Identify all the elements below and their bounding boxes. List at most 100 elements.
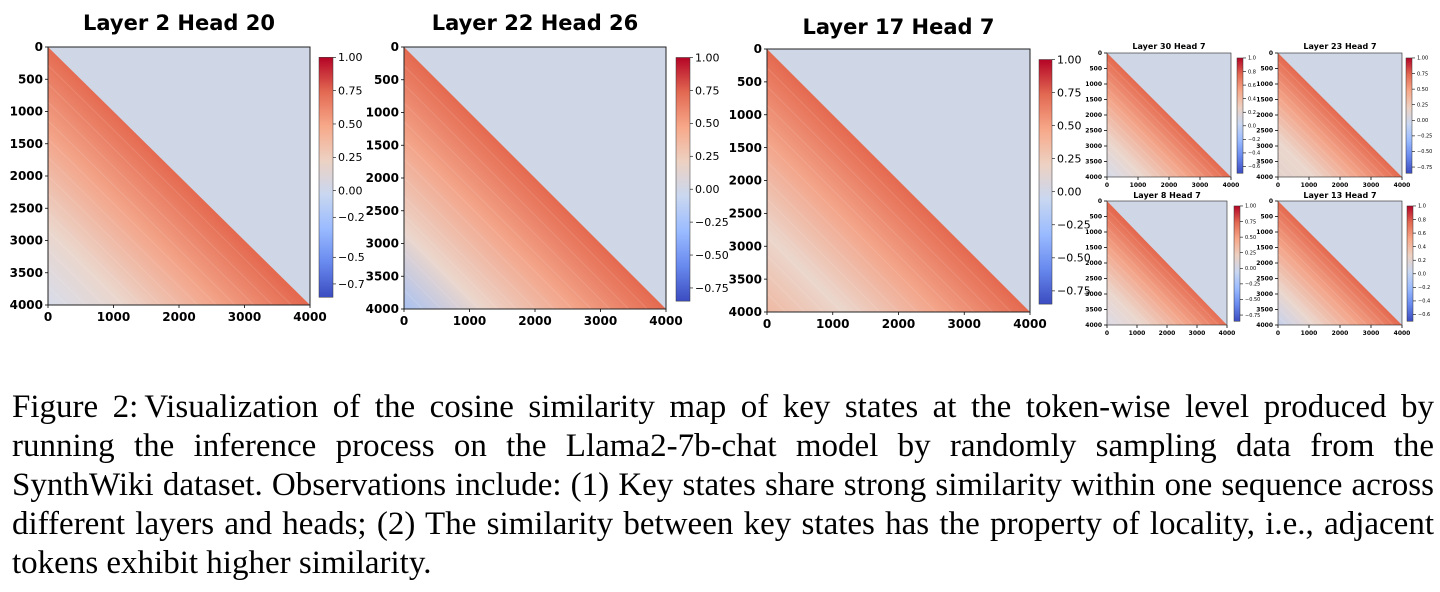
colorbar-tick-label: 0.0	[1248, 124, 1256, 130]
y-tick-label: 500	[1089, 214, 1102, 221]
heatmap-stripe	[1106, 227, 1202, 326]
y-tick-label: 3000	[729, 239, 762, 253]
heatmap-stripe	[47, 83, 273, 306]
y-tick-label: 4000	[10, 298, 43, 312]
colorbar-tick-label: 0.00	[1417, 118, 1428, 124]
heatmap-panel	[1106, 200, 1228, 326]
heatmap-stripe	[47, 120, 236, 306]
y-tick-label: 2000	[1256, 112, 1273, 119]
colorbar-tick-label: 0.0	[1418, 272, 1426, 278]
y-tick-label: 0	[1269, 50, 1273, 57]
x-tick-label: 0	[1276, 182, 1280, 189]
heatmap-stripe	[403, 84, 629, 310]
heatmap-stripe	[47, 194, 161, 306]
y-tick-label: 1500	[10, 137, 43, 151]
x-tick-label: 4000	[1394, 182, 1411, 189]
heatmap-stripe	[403, 121, 592, 310]
heatmap-stripe	[1106, 262, 1168, 326]
heatmap-stripe	[1277, 141, 1314, 178]
heatmap-stripe	[1277, 88, 1367, 178]
heatmap-stripe	[403, 196, 517, 310]
panel-title: Layer 17 Head 7	[803, 15, 995, 39]
colorbar-tick-label: 0.50	[1245, 235, 1256, 241]
x-tick-label: 1000	[97, 310, 130, 324]
x-tick-label: 3000	[1192, 182, 1209, 189]
x-tick-label: 2000	[1159, 330, 1176, 337]
heatmap-lower-triangle	[1278, 201, 1402, 325]
heatmap-stripe	[403, 177, 536, 310]
y-tick-label: 500	[1260, 214, 1273, 221]
colorbar-tick-label: 0.25	[1245, 250, 1256, 256]
x-tick-label: 4000	[1223, 182, 1240, 189]
heatmap-panel	[403, 46, 667, 310]
heatmap-stripe	[403, 289, 424, 310]
heatmap-stripe	[403, 215, 498, 310]
colorbar-tick-label: −0.25	[695, 216, 729, 229]
colorbar-tick-label: 0.2	[1418, 258, 1426, 264]
y-tick-label: 4000	[729, 305, 762, 319]
heatmap-stripe	[1106, 88, 1196, 178]
y-tick-label: 500	[737, 75, 762, 89]
y-tick-label: 3000	[1256, 143, 1273, 150]
colorbar-tick-label: −0.50	[1057, 252, 1091, 265]
heatmap-stripe	[1277, 123, 1332, 178]
y-tick-label: 0	[754, 42, 762, 56]
x-tick-label: 0	[400, 314, 408, 328]
y-tick-label: 500	[1260, 66, 1273, 73]
colorbar-tick-label: −0.50	[1245, 297, 1260, 303]
y-tick-label: 3000	[366, 237, 399, 251]
colorbar-tick-label: 0.8	[1418, 217, 1426, 223]
y-tick-label: 1000	[10, 105, 43, 119]
x-tick-label: 2000	[162, 310, 195, 324]
heatmap-stripe	[1277, 253, 1350, 326]
heatmap-stripe	[1106, 61, 1223, 178]
panel-title: Layer 22 Head 26	[432, 11, 639, 35]
heatmap-stripe	[47, 157, 199, 306]
colorbar-tick-label: 0.00	[1057, 186, 1082, 199]
y-tick-label: 500	[18, 72, 43, 86]
colorbar-tick-label: −0.75	[1245, 313, 1260, 319]
y-tick-label: 500	[374, 73, 399, 87]
colorbar-tick-label: 0.4	[1248, 96, 1256, 102]
y-tick-label: 4000	[1256, 322, 1273, 329]
x-tick-label: 1000	[453, 314, 486, 328]
heatmap-panel	[1106, 52, 1232, 178]
heatmap-grid-svg: Layer 2 Head 20 0 500 1000 1500 2000 2500 3000 3…	[10, 11, 1433, 337]
colorbar-tick-label: 1.0	[1248, 56, 1256, 62]
heatmap-stripe	[1106, 306, 1125, 326]
y-tick-label: 1000	[1085, 81, 1102, 88]
x-tick-label: 2000	[1332, 330, 1349, 337]
y-tick-label: 0	[1098, 198, 1102, 205]
colorbar-tick-label: 0.75	[338, 84, 363, 97]
y-tick-label: 0	[1098, 50, 1102, 57]
colorbar-tick-label: 0.25	[1417, 102, 1428, 108]
heatmap-stripe	[1106, 315, 1116, 326]
x-tick-label: 3000	[228, 310, 261, 324]
heatmap-stripe	[766, 161, 918, 313]
heatmap-stripe	[766, 123, 956, 313]
heatmap-stripe	[766, 292, 787, 313]
x-tick-label: 0	[44, 310, 52, 324]
colorbar-tick-label: 1.0	[1418, 204, 1426, 210]
heatmap-stripe	[1277, 280, 1323, 326]
y-tick-label: 1500	[366, 138, 399, 152]
y-tick-label: 0	[391, 40, 399, 54]
heatmap-stripe	[1106, 167, 1117, 178]
x-tick-label: 4000	[649, 314, 682, 328]
heatmap-stripe	[1277, 298, 1305, 326]
heatmap-panel	[766, 48, 1031, 313]
heatmap-lower-triangle	[1107, 201, 1227, 325]
heatmap-stripe	[47, 212, 142, 306]
colorbar-tick-label: −0.6	[1248, 164, 1260, 170]
colorbar-tick-label: 0.75	[1245, 219, 1256, 225]
heatmap-stripe	[47, 65, 292, 306]
panel-title: Layer 30 Head 7	[1132, 42, 1205, 51]
heatmap-stripe	[766, 255, 824, 313]
heatmap-stripe	[1106, 105, 1179, 178]
heatmap-stripe	[403, 252, 461, 310]
y-tick-label: 3000	[1256, 291, 1273, 298]
y-tick-label: 2000	[10, 169, 43, 183]
y-tick-label: 0	[35, 40, 43, 54]
heatmap-stripe	[766, 180, 899, 313]
y-tick-label: 4000	[1085, 322, 1102, 329]
